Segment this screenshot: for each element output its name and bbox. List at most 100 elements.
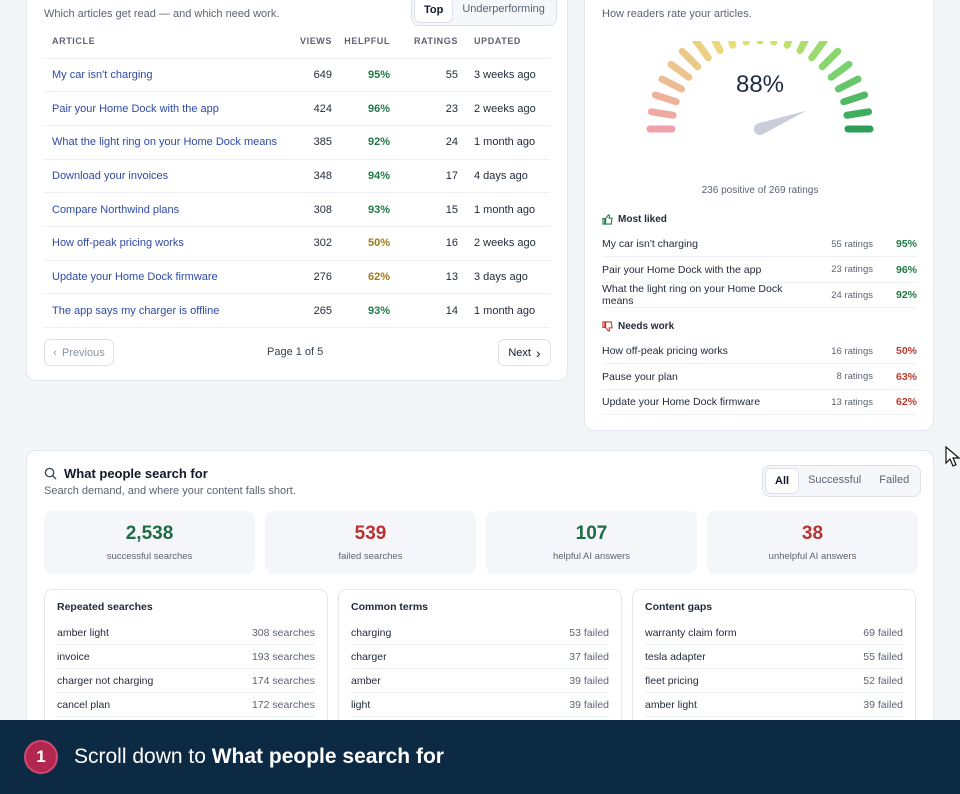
article-title-link[interactable]: Update your Home Dock firmware: [44, 260, 292, 295]
article-title-link[interactable]: Compare Northwind plans: [44, 192, 292, 227]
table-row[interactable]: What the light ring on your Home Dock me…: [44, 125, 550, 160]
search-count: 37 failed: [569, 650, 609, 663]
list-item[interactable]: light 39 failed: [351, 693, 609, 717]
chevron-left-icon: ‹: [53, 346, 57, 359]
col-ratings: RATINGS: [404, 24, 466, 59]
search-term: charger not charging: [57, 674, 154, 687]
search-term: charger: [351, 650, 387, 663]
article-helpful: 94%: [340, 159, 404, 194]
list-item[interactable]: charger not charging 174 searches: [57, 669, 315, 693]
gauge-segment: [840, 91, 869, 106]
list-item[interactable]: amber light 39 failed: [645, 693, 903, 717]
stat-value: 38: [801, 523, 824, 544]
search-count: 39 failed: [863, 698, 903, 711]
list-item[interactable]: invoice 193 searches: [57, 645, 315, 669]
list-item[interactable]: tesla adapter 55 failed: [645, 645, 903, 669]
gauge-segment: [647, 108, 677, 119]
search-term: tesla adapter: [645, 650, 706, 663]
list-item[interactable]: Pause your plan 8 ratings 63%: [602, 365, 917, 390]
tutorial-step-banner: 1 Scroll down to What people search for: [0, 720, 960, 794]
article-updated: 1 month ago: [466, 293, 550, 328]
article-helpful: 93%: [340, 192, 404, 227]
table-row[interactable]: The app says my charger is offline 265 93%…: [44, 293, 550, 328]
tab-underperforming[interactable]: Underperforming: [462, 3, 545, 15]
article-views: 302: [292, 226, 340, 261]
gauge-segment: [770, 16, 781, 46]
search-term: amber: [351, 674, 381, 687]
list-item-count: 13 ratings: [831, 396, 873, 408]
list-item[interactable]: amber light 308 searches: [57, 621, 315, 645]
filter-failed[interactable]: Failed: [879, 474, 910, 486]
article-ratings: 16: [404, 226, 466, 261]
article-helpful: 50%: [340, 226, 404, 261]
table-row[interactable]: My car isn't charging 649 95% 55 3 weeks ago: [44, 58, 550, 93]
ratings-card: How readers rate your articles. 88% 236 …: [584, 0, 934, 431]
article-title-link[interactable]: How off-peak pricing works: [44, 226, 292, 261]
article-title-link[interactable]: The app says my charger is offline: [44, 293, 292, 328]
articles-subtitle: Which articles get read — and which need…: [44, 8, 280, 20]
previous-button[interactable]: ‹ Previous: [44, 339, 114, 366]
list-item[interactable]: charger 37 failed: [351, 645, 609, 669]
article-views: 308: [292, 192, 340, 227]
list-item-count: 55 ratings: [831, 238, 873, 250]
gauge-value: 88%: [735, 71, 785, 98]
article-views: 265: [292, 293, 340, 328]
article-ratings: 55: [404, 58, 466, 93]
table-row[interactable]: How off-peak pricing works 302 50% 16 2 week…: [44, 226, 550, 261]
list-item-percent: 63%: [895, 370, 917, 383]
needs-work-heading: Needs work: [602, 321, 674, 332]
stat-label: helpful AI answers: [552, 551, 631, 562]
gauge-segment: [808, 36, 829, 62]
list-item[interactable]: amber 39 failed: [351, 669, 609, 693]
col-helpful: HELPFUL: [340, 24, 404, 59]
articles-view-toggle: Top Underperforming: [411, 0, 557, 26]
filter-successful[interactable]: Successful: [808, 474, 862, 486]
gauge-segment: [722, 20, 737, 49]
gauge-segment: [783, 20, 798, 49]
article-views: 276: [292, 260, 340, 295]
stat-tile: 107 helpful AI answers: [486, 511, 697, 574]
list-item[interactable]: What the light ring on your Home Dock me…: [602, 283, 917, 308]
list-item[interactable]: Pair your Home Dock with the app 23 ratin…: [602, 258, 917, 283]
table-row[interactable]: Pair your Home Dock with the app 424 96% 23…: [44, 91, 550, 126]
search-term: cancel plan: [57, 698, 111, 711]
list-item[interactable]: How off-peak pricing works 16 ratings 50%: [602, 339, 917, 364]
list-item-title: How off-peak pricing works: [602, 345, 728, 357]
search-term: light: [351, 698, 371, 711]
mouse-cursor-icon: [945, 446, 960, 467]
panel-title: Content gaps: [645, 601, 713, 613]
stat-label: failed searches: [338, 551, 403, 562]
gauge-segment: [796, 27, 814, 55]
table-row[interactable]: Download your invoices 348 94% 17 4 days ago: [44, 159, 550, 194]
list-item-count: 24 ratings: [831, 289, 873, 301]
article-updated: 1 month ago: [466, 125, 550, 160]
list-item[interactable]: fleet pricing 52 failed: [645, 669, 903, 693]
tab-top[interactable]: Top: [414, 0, 454, 23]
article-title-link[interactable]: Pair your Home Dock with the app: [44, 91, 292, 126]
list-item[interactable]: Update your Home Dock firmware 13 ratings…: [602, 390, 917, 415]
next-button[interactable]: Next ›: [498, 339, 551, 366]
article-ratings: 13: [404, 260, 466, 295]
table-row[interactable]: Compare Northwind plans 308 93% 15 1 month a…: [44, 192, 550, 227]
search-term: amber light: [57, 626, 109, 639]
gauge-segment: [827, 60, 853, 81]
search-section-title: What people search for: [64, 466, 208, 481]
list-item[interactable]: cancel plan 172 searches: [57, 693, 315, 717]
article-title-link[interactable]: My car isn't charging: [44, 58, 292, 93]
list-item[interactable]: charging 53 failed: [351, 621, 609, 645]
article-title-link[interactable]: What the light ring on your Home Dock me…: [44, 125, 292, 160]
article-updated: 2 weeks ago: [466, 226, 550, 261]
article-ratings: 24: [404, 125, 466, 160]
gauge-segment: [667, 60, 693, 81]
list-item[interactable]: My car isn't charging 55 ratings 95%: [602, 232, 917, 257]
search-subtitle: Search demand, and where your content fa…: [44, 485, 296, 497]
col-views: VIEWS: [292, 24, 340, 59]
search-count: 172 searches: [251, 698, 315, 711]
table-row[interactable]: Update your Home Dock firmware 276 62% 13 3 …: [44, 260, 550, 295]
article-views: 348: [292, 159, 340, 194]
filter-all[interactable]: All: [765, 468, 800, 494]
article-title-link[interactable]: Download your invoices: [44, 159, 292, 194]
article-helpful: 62%: [340, 260, 404, 295]
article-helpful: 96%: [340, 91, 404, 126]
list-item[interactable]: warranty claim form 69 failed: [645, 621, 903, 645]
